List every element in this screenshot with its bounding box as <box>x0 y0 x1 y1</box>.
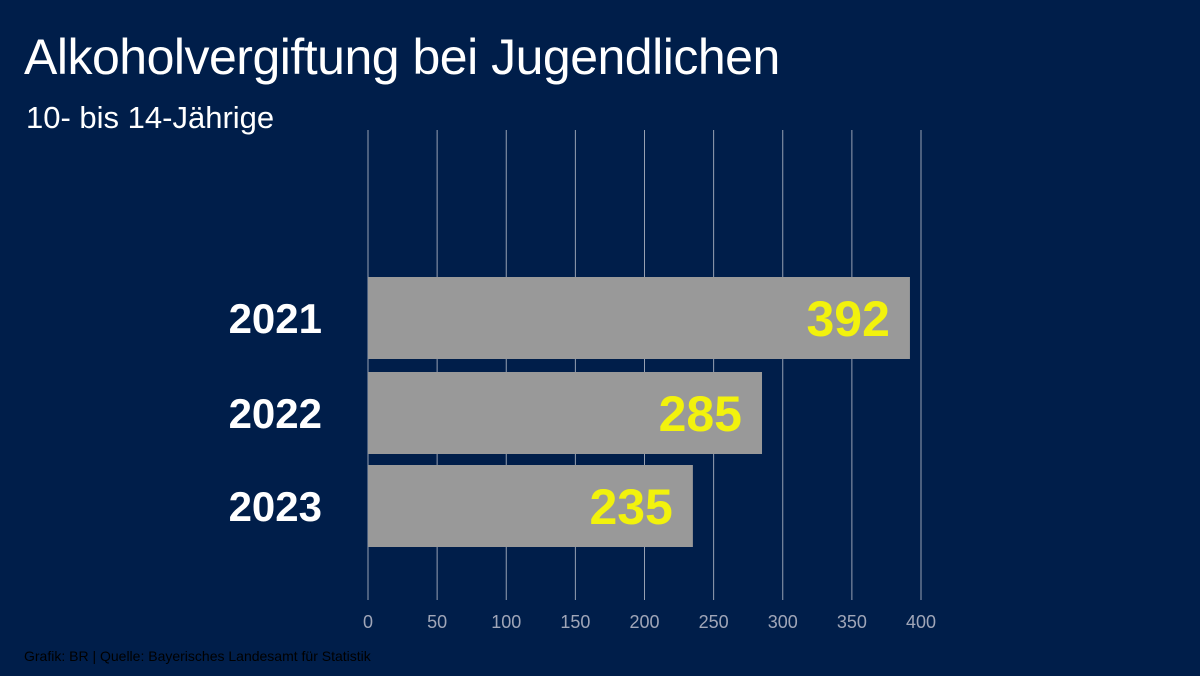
x-tick-label: 0 <box>363 612 373 632</box>
chart-subtitle: 10- bis 14-Jährige <box>26 100 275 135</box>
value-label: 235 <box>589 479 672 535</box>
chart-title: Alkoholvergiftung bei Jugendlichen <box>24 29 780 85</box>
category-label: 2021 <box>229 295 322 342</box>
bar <box>368 372 763 454</box>
x-tick-label: 400 <box>906 612 936 632</box>
x-tick-label: 300 <box>768 612 798 632</box>
x-tick-label: 200 <box>629 612 659 632</box>
category-label: 2022 <box>229 390 322 437</box>
category-label: 2023 <box>229 483 322 530</box>
x-tick-label: 100 <box>491 612 521 632</box>
x-tick-label: 150 <box>560 612 590 632</box>
bar <box>368 465 693 547</box>
x-tick-label: 250 <box>699 612 729 632</box>
x-tick-label: 350 <box>837 612 867 632</box>
source-credit: Grafik: BR | Quelle: Bayerisches Landesa… <box>24 648 371 664</box>
bar <box>368 277 910 359</box>
x-tick-label: 50 <box>427 612 447 632</box>
x-axis-ticks: 0 50 100 150 200 250 300 350 400 <box>363 612 936 632</box>
value-label: 285 <box>659 386 742 442</box>
bars: 2021 392 2022 285 2023 235 <box>229 277 910 547</box>
value-label: 392 <box>807 291 890 347</box>
